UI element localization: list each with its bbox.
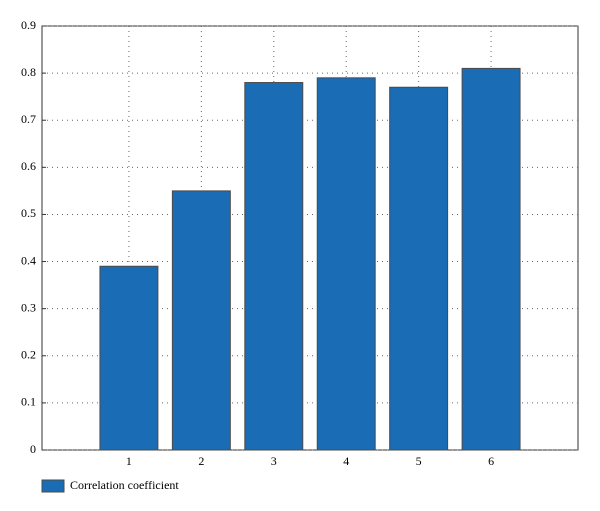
y-tick-label: 0.2 — [21, 348, 36, 362]
y-tick-label: 0.4 — [21, 253, 36, 267]
legend-swatch — [41, 479, 65, 493]
y-tick-label: 0.6 — [21, 159, 36, 173]
y-tick-label: 0.1 — [21, 395, 36, 409]
legend-label: Correlation coefficient — [70, 478, 179, 492]
x-tick-label: 5 — [416, 454, 422, 468]
plot-frame — [41, 25, 579, 451]
bar — [171, 190, 231, 451]
x-tick-label: 3 — [271, 454, 277, 468]
x-tick-label: 2 — [198, 454, 204, 468]
bar — [316, 77, 376, 451]
y-tick-label: 0.8 — [21, 65, 36, 79]
bar — [461, 67, 521, 451]
bar — [389, 86, 449, 451]
y-tick-label: 0 — [30, 442, 36, 456]
bar — [244, 82, 304, 451]
bar — [99, 265, 159, 451]
y-tick-label: 0.7 — [21, 112, 36, 126]
x-tick-label: 4 — [343, 454, 349, 468]
y-tick-label: 0.9 — [21, 18, 36, 32]
y-tick-label: 0.5 — [21, 206, 36, 220]
x-tick-label: 1 — [126, 454, 132, 468]
y-tick-label: 0.3 — [21, 300, 36, 314]
x-tick-label: 6 — [488, 454, 494, 468]
